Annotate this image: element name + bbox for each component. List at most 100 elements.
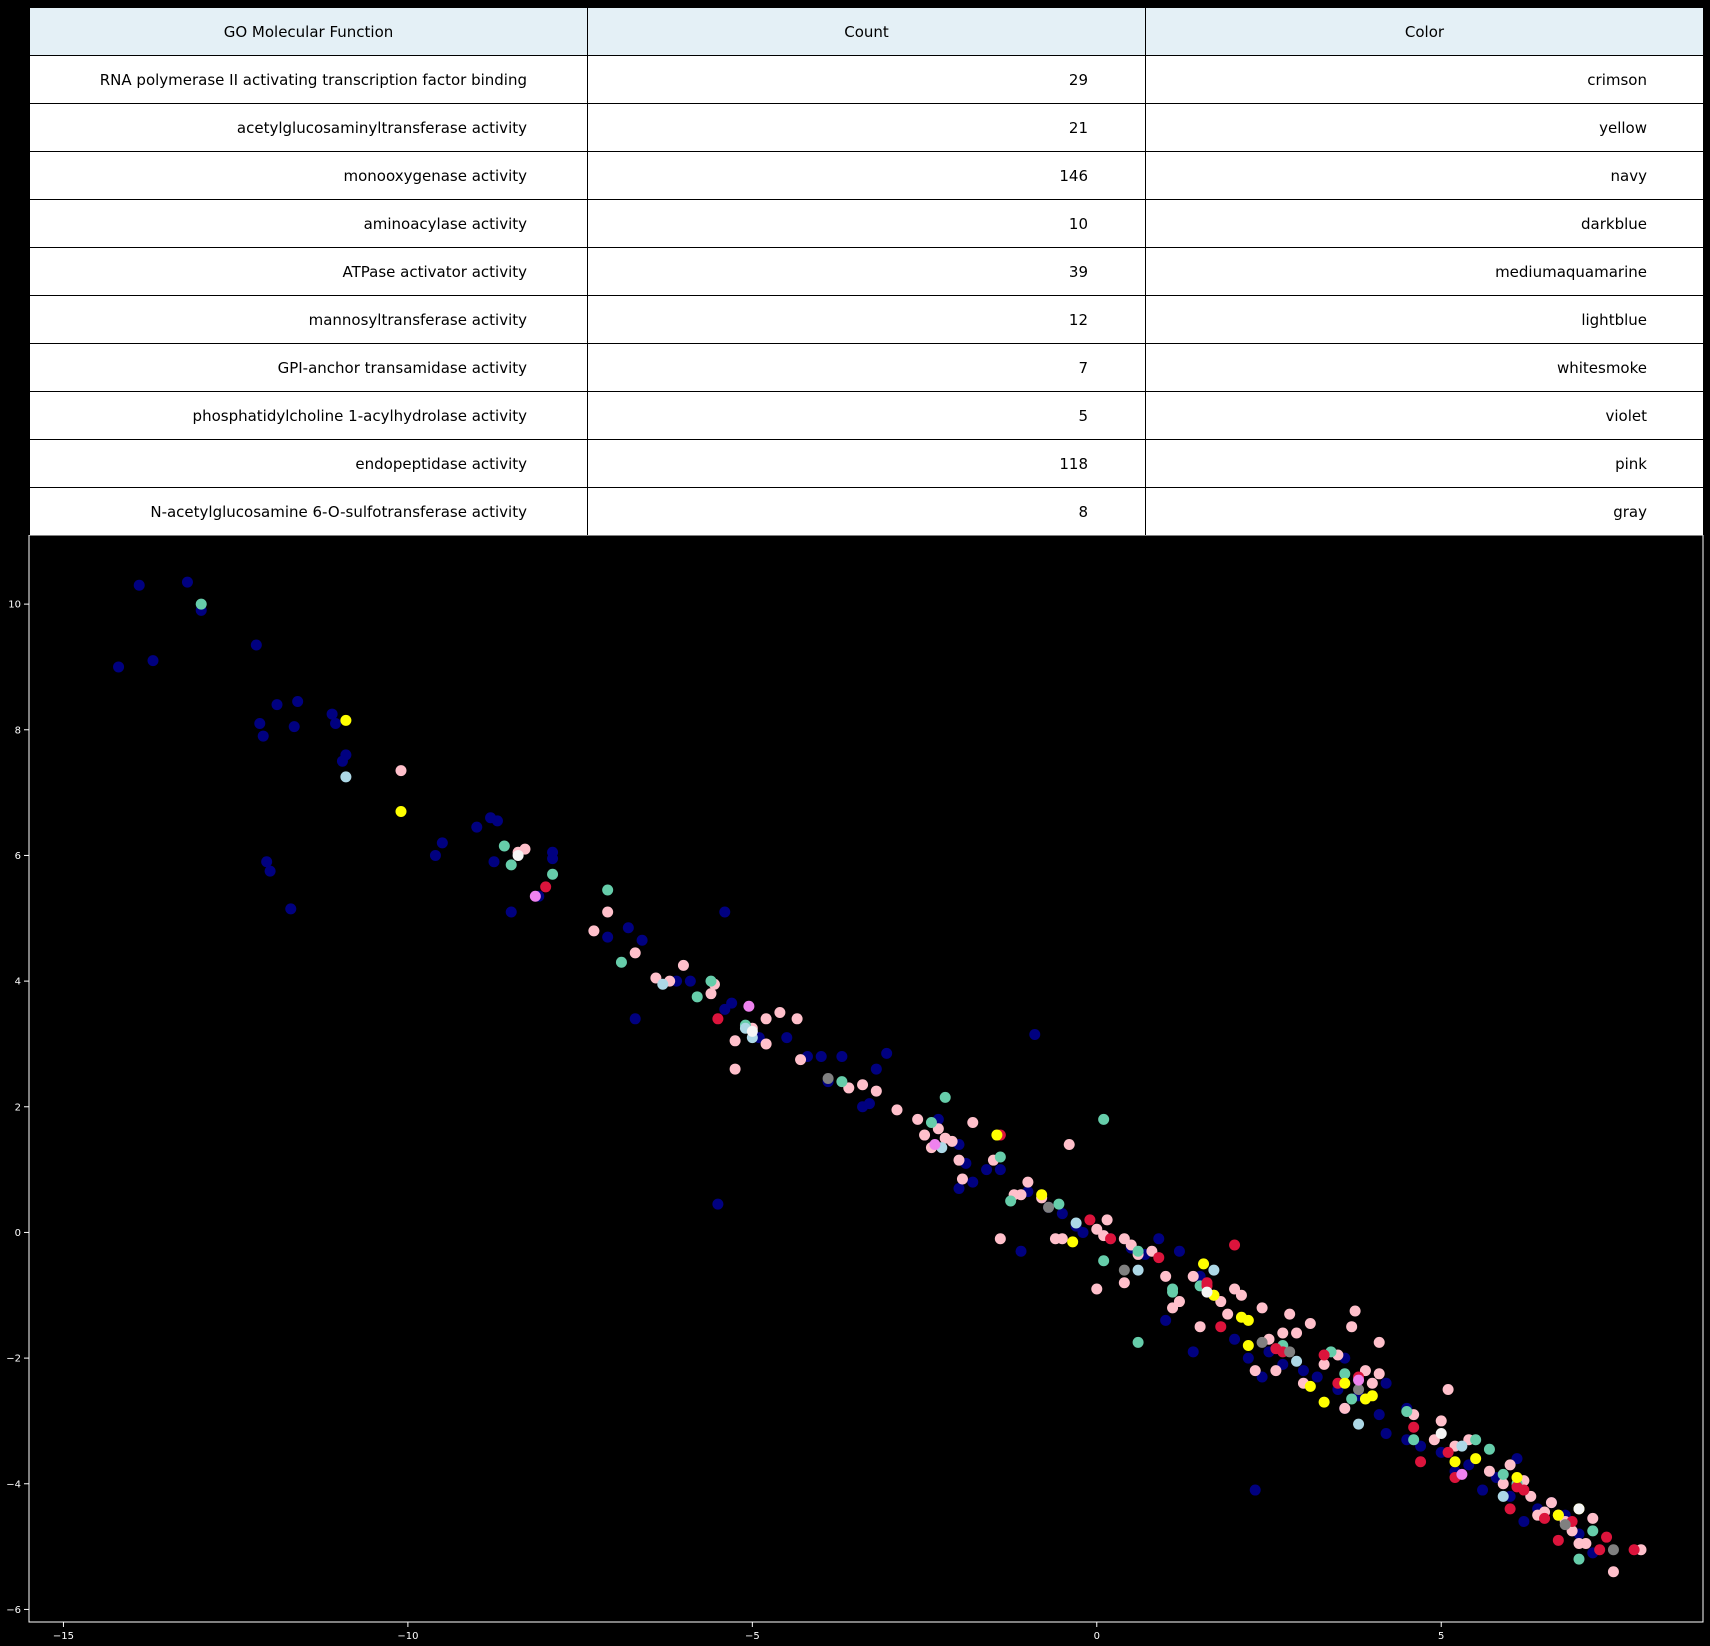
- data-point: [946, 1135, 958, 1147]
- data-point: [760, 1013, 772, 1025]
- function-cell: N-acetylglucosamine 6-O-sulfotransferase…: [29, 487, 588, 536]
- data-point: [1497, 1478, 1509, 1490]
- data-point: [712, 1013, 724, 1025]
- data-point: [1173, 1245, 1185, 1257]
- data-point: [498, 840, 510, 852]
- color-cell: gray: [1145, 487, 1704, 536]
- data-point: [1222, 1308, 1234, 1320]
- data-point: [629, 1013, 641, 1025]
- data-point: [729, 1063, 741, 1075]
- data-point: [891, 1104, 903, 1116]
- data-point: [925, 1116, 937, 1128]
- x-tick-label: −15: [53, 1631, 74, 1642]
- count-cell: 12: [587, 295, 1146, 344]
- table-row: N-acetylglucosamine 6-O-sulfotransferase…: [29, 487, 1704, 536]
- data-point: [1242, 1352, 1254, 1364]
- data-point: [1311, 1371, 1323, 1383]
- data-point: [1318, 1358, 1330, 1370]
- data-point: [1545, 1497, 1557, 1509]
- data-point: [1573, 1553, 1585, 1565]
- data-point: [1270, 1365, 1282, 1377]
- data-point: [746, 1025, 758, 1037]
- data-point: [1408, 1421, 1420, 1433]
- data-point: [326, 708, 338, 720]
- data-point: [1132, 1245, 1144, 1257]
- data-point: [836, 1051, 848, 1063]
- data-point: [781, 1032, 793, 1044]
- data-point: [1483, 1465, 1495, 1477]
- data-point: [1380, 1428, 1392, 1440]
- data-point: [994, 1164, 1006, 1176]
- data-point: [1587, 1512, 1599, 1524]
- data-point: [529, 890, 541, 902]
- data-point: [1091, 1283, 1103, 1295]
- color-cell: pink: [1145, 439, 1704, 488]
- header-color: Color: [1145, 7, 1704, 56]
- data-point: [1318, 1349, 1330, 1361]
- data-point: [939, 1091, 951, 1103]
- data-point: [1067, 1236, 1079, 1248]
- data-point: [1601, 1531, 1613, 1543]
- function-cell: monooxygenase activity: [29, 151, 588, 200]
- data-point: [1153, 1252, 1165, 1264]
- data-point: [1208, 1264, 1220, 1276]
- scatter-plot: −15 −10 −5 0 5 −6 −4 −2 0 2 4 6 8 10: [6, 535, 1704, 1642]
- data-point: [1435, 1428, 1447, 1440]
- table-row: GPI-anchor transamidase activity 7 whitesm…: [29, 343, 1704, 392]
- color-cell: yellow: [1145, 103, 1704, 152]
- data-point: [1297, 1365, 1309, 1377]
- x-tick-label: −5: [745, 1631, 760, 1642]
- data-point: [1373, 1336, 1385, 1348]
- data-point: [330, 717, 342, 729]
- data-point: [1215, 1321, 1227, 1333]
- data-point: [719, 906, 731, 918]
- data-point: [1167, 1283, 1179, 1295]
- table-row: endopeptidase activity 118 pink: [29, 439, 1704, 488]
- data-point: [1242, 1314, 1254, 1326]
- data-point: [1559, 1519, 1571, 1531]
- data-point: [1270, 1343, 1282, 1355]
- data-point: [602, 931, 614, 943]
- data-point: [1043, 1201, 1055, 1213]
- data-point: [250, 639, 262, 651]
- y-tick-label: 4: [15, 977, 21, 988]
- data-point: [857, 1079, 869, 1091]
- data-point: [1160, 1270, 1172, 1282]
- data-point: [1194, 1321, 1206, 1333]
- data-point: [1442, 1446, 1454, 1458]
- data-point: [774, 1007, 786, 1019]
- data-point: [261, 856, 273, 868]
- header-go-function: GO Molecular Function: [29, 7, 588, 56]
- count-cell: 5: [587, 391, 1146, 440]
- table-row: mannosyltransferase activity 12 lightblue: [29, 295, 1704, 344]
- y-tick-label: −2: [6, 1354, 21, 1365]
- data-point: [615, 956, 627, 968]
- data-point: [1187, 1346, 1199, 1358]
- function-cell: mannosyltransferase activity: [29, 295, 588, 344]
- data-point: [1435, 1415, 1447, 1427]
- data-point: [181, 576, 193, 588]
- data-point: [691, 991, 703, 1003]
- data-point: [1229, 1239, 1241, 1251]
- data-point: [994, 1233, 1006, 1245]
- data-point: [1518, 1515, 1530, 1527]
- data-point: [1401, 1406, 1413, 1418]
- data-point: [471, 821, 483, 833]
- data-point: [1284, 1346, 1296, 1358]
- color-cell: navy: [1145, 151, 1704, 200]
- data-point: [1511, 1471, 1523, 1483]
- function-cell: phosphatidylcholine 1-acylhydrolase acti…: [29, 391, 588, 440]
- data-point: [967, 1116, 979, 1128]
- y-tick-label: 2: [15, 1102, 21, 1113]
- y-tick-label: 6: [15, 851, 21, 862]
- table-row: RNA polymerase II activating transcripti…: [29, 55, 1704, 104]
- data-point: [1029, 1029, 1041, 1041]
- data-point: [712, 1198, 724, 1210]
- x-tick-label: 5: [1438, 1631, 1444, 1642]
- data-point: [588, 925, 600, 937]
- data-point: [743, 1000, 755, 1012]
- y-tick-label: 8: [15, 725, 21, 736]
- x-tick-label: −10: [397, 1631, 418, 1642]
- color-cell: mediumaquamarine: [1145, 247, 1704, 296]
- data-point: [602, 906, 614, 918]
